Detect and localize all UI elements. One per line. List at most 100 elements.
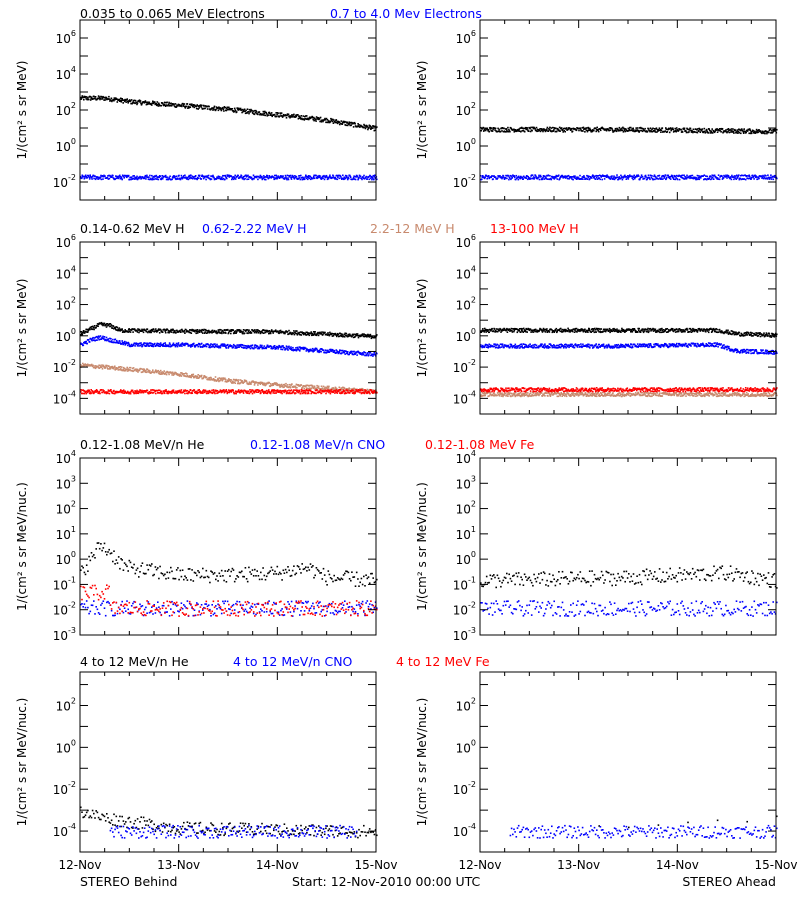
data-point	[222, 106, 224, 109]
y-tick-label: 104	[56, 65, 76, 82]
data-point	[255, 346, 257, 349]
data-point	[271, 383, 274, 385]
data-point	[110, 175, 113, 177]
data-point	[111, 341, 114, 344]
data-point	[130, 176, 133, 178]
data-point	[289, 348, 292, 351]
data-point	[155, 175, 157, 178]
data-point	[166, 328, 169, 331]
data-point	[119, 340, 121, 342]
data-point	[275, 115, 278, 118]
data-point	[617, 128, 619, 131]
data-point	[544, 130, 547, 133]
data-point	[302, 386, 304, 388]
data-point	[266, 389, 268, 392]
data-point	[247, 174, 249, 177]
data-point	[295, 383, 298, 386]
data-point	[245, 380, 248, 383]
data-point	[627, 130, 629, 132]
data-point	[210, 392, 213, 394]
data-point	[110, 390, 113, 393]
data-point	[232, 178, 235, 181]
data-point	[123, 177, 125, 179]
data-point	[139, 176, 142, 178]
data-point	[305, 174, 307, 177]
data-point	[189, 376, 192, 378]
data-point	[611, 175, 613, 177]
data-point	[231, 176, 234, 179]
data-point	[121, 392, 124, 394]
data-point	[364, 352, 367, 354]
data-point	[141, 389, 143, 392]
data-point	[575, 178, 578, 180]
data-point	[170, 392, 172, 395]
data-point	[770, 131, 773, 134]
data-point	[326, 119, 329, 121]
data-point	[329, 350, 332, 352]
data-point	[338, 177, 341, 180]
data-point	[136, 392, 139, 394]
data-point	[221, 379, 224, 382]
data-point	[101, 322, 104, 325]
data-point	[260, 176, 263, 179]
data-point	[303, 391, 306, 394]
data-point	[221, 343, 223, 346]
data-point	[717, 174, 720, 176]
data-point	[747, 177, 750, 180]
data-point	[94, 390, 97, 392]
data-point	[241, 178, 244, 180]
data-point	[529, 130, 532, 133]
data-point	[213, 380, 216, 382]
data-point	[236, 108, 239, 110]
data-point	[140, 102, 142, 105]
data-point	[200, 342, 203, 345]
data-point	[122, 389, 125, 391]
data-point	[308, 350, 311, 352]
data-point	[598, 174, 601, 177]
data-point	[541, 178, 544, 181]
data-point	[325, 121, 327, 124]
data-point	[324, 117, 326, 120]
data-point	[161, 345, 164, 347]
data-point	[197, 377, 200, 379]
data-point	[213, 346, 216, 349]
data-point	[626, 177, 629, 179]
data-point	[166, 176, 168, 178]
data-point	[742, 178, 744, 180]
data-point	[697, 176, 700, 179]
data-point	[531, 177, 533, 180]
data-point	[289, 115, 292, 117]
data-point	[263, 112, 266, 115]
data-point	[307, 332, 310, 334]
data-point	[318, 390, 320, 392]
data-point	[285, 392, 288, 395]
data-point	[762, 177, 765, 180]
data-point	[664, 130, 667, 132]
data-point	[232, 343, 235, 346]
data-point	[326, 349, 328, 352]
data-point	[221, 377, 223, 379]
data-point	[268, 111, 271, 114]
data-point	[736, 174, 738, 177]
data-point	[85, 176, 87, 178]
data-point	[299, 116, 302, 119]
data-point	[345, 124, 347, 127]
data-point	[83, 175, 85, 178]
data-point	[93, 391, 96, 393]
data-point	[94, 178, 97, 181]
data-point	[710, 176, 712, 178]
data-point	[376, 391, 378, 394]
data-point	[183, 344, 185, 347]
data-point	[192, 373, 195, 376]
data-point	[212, 345, 215, 348]
data-point	[151, 174, 153, 177]
data-point	[268, 332, 270, 335]
y-axis-label: 1/(cm² s sr MeV)	[15, 61, 29, 160]
data-point	[257, 332, 260, 334]
data-point	[263, 392, 265, 395]
data-point	[305, 384, 308, 387]
data-point	[182, 343, 185, 346]
data-point	[372, 391, 375, 394]
data-point	[730, 128, 733, 130]
data-point	[80, 98, 83, 100]
